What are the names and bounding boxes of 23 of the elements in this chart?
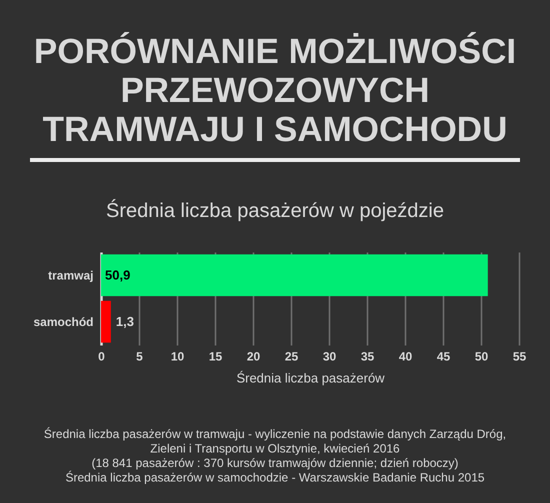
text: Średnia liczba pasażerów w tramwaju - wyliczenie na podstawie danych Zarządu Dróg, bbox=[44, 427, 506, 441]
x-tick-label: 10 bbox=[170, 350, 184, 364]
text: Średnia liczba pasażerów w samochodzie - Warszawskie Badanie Ruchu 2015 bbox=[65, 470, 485, 484]
x-axis-title: Średnia liczba pasażerów bbox=[236, 370, 386, 386]
x-tick-label: 0 bbox=[98, 350, 106, 364]
chart-title: PORÓWNANIE MOŻLIWOŚCI PRZEWOZOWYCH TRAMWAJU I SAMOCHODU bbox=[34, 31, 516, 149]
data-label: 1,3 bbox=[116, 314, 134, 329]
x-tick-label: 25 bbox=[284, 350, 298, 364]
x-tick-label: 5 bbox=[136, 350, 144, 364]
text: (18 841 pasażerów : 370 kursów tramwajów dziennie; dzień roboczy) bbox=[92, 456, 458, 470]
text: Zieleni i Transportu w Olsztynie, kwiecień 2016 bbox=[150, 442, 400, 456]
x-tick-label: 45 bbox=[436, 350, 450, 364]
x-tick-label: 20 bbox=[246, 350, 260, 364]
x-tick-label: 15 bbox=[208, 350, 222, 364]
y-tick-label: tramwaj bbox=[48, 268, 94, 282]
x-tick-label: 30 bbox=[322, 350, 336, 364]
x-tick-label: 55 bbox=[512, 350, 526, 364]
x-tick-label: 50 bbox=[474, 350, 488, 364]
data-label: 50,9 bbox=[105, 267, 130, 282]
x-tick-label: 40 bbox=[398, 350, 412, 364]
x-tick-label: 35 bbox=[360, 350, 374, 364]
y-tick-label: samochód bbox=[33, 314, 94, 329]
chart-subtitle: Średnia liczba pasażerów w pojeździe bbox=[106, 199, 444, 222]
